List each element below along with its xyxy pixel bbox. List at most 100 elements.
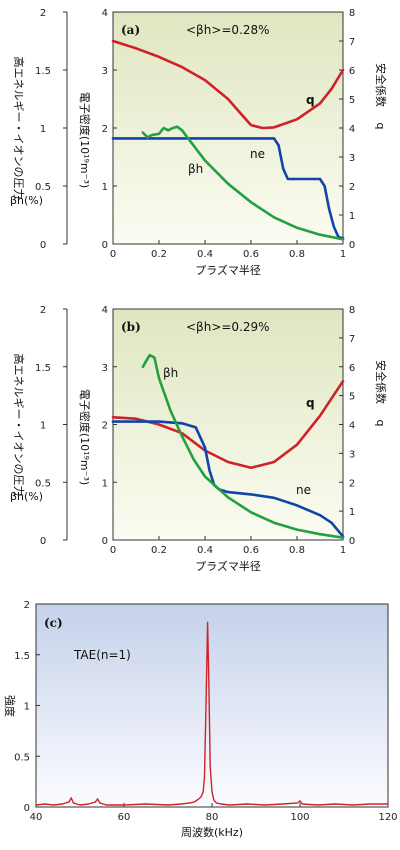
right-tick-label: 3 (349, 449, 355, 460)
x-axis-title-c: 周波数(kHz) (181, 826, 243, 839)
mid-tick-label: 2 (102, 124, 108, 135)
x-tick-label: 1 (340, 545, 346, 556)
mid-tick-label: 4 (102, 305, 108, 316)
y-tick-label: 2 (24, 600, 30, 611)
left-tick-label: 1.5 (35, 363, 51, 374)
right-tick-label: 3 (349, 153, 355, 164)
x-tick-label: 0.4 (197, 545, 213, 556)
left-tick-label: 0 (40, 240, 46, 251)
x-tick-label: 100 (290, 812, 309, 823)
left-tick-label: 2 (40, 8, 46, 19)
mid-ticks-a: 0 1 2 3 4 (102, 8, 117, 251)
left-ticks-a: 0 0.5 1 1.5 2 (35, 8, 67, 251)
right-tick-label: 1 (349, 211, 355, 222)
x-ticks-b: 0 0.2 0.4 0.6 0.8 1 (110, 536, 346, 556)
right-tick-label: 2 (349, 478, 355, 489)
y-tick-label: 0.5 (14, 752, 30, 763)
left-tick-label: 0.5 (35, 182, 51, 193)
right-tick-label: 5 (349, 392, 355, 403)
series-line-beta-h (141, 353, 345, 540)
curves-c (35, 621, 389, 806)
series-label-ne-a: ne (250, 147, 265, 161)
right-tick-label: 4 (349, 124, 355, 135)
mid-tick-label: 1 (102, 182, 108, 193)
right-tick-label: 6 (349, 363, 355, 374)
mid-tick-label: 3 (102, 66, 108, 77)
annotation-c: TAE(n=1) (73, 648, 131, 662)
plot-area-a (112, 11, 344, 245)
mid-tick-label: 4 (102, 8, 108, 19)
series-label-q-a: q (306, 93, 315, 107)
mid-tick-label: 0 (102, 240, 108, 251)
right-ticks-b: 0 1 2 3 4 5 6 7 8 (339, 305, 355, 547)
x-tick-label: 0.8 (289, 545, 305, 556)
panel-a: (a) <βh>=0.28% 0 0.2 0.4 0.6 0.8 1 00.511.52 … (10, 8, 388, 277)
right-axis-title-a: 安全係数 (374, 63, 388, 107)
left-tick-label: 2 (40, 305, 46, 316)
mid-tick-label: 2 (102, 421, 108, 432)
left-tick-label: 1 (40, 124, 46, 135)
mid-tick-label: 3 (102, 363, 108, 374)
right-tick-label: 1 (349, 507, 355, 518)
x-tick-label: 60 (118, 812, 131, 823)
right-tick-label: 7 (349, 334, 355, 345)
series-line-ne (111, 137, 345, 240)
x-tick-label: 1 (340, 249, 346, 260)
plot-area-c (35, 603, 389, 808)
x-tick-label: 0.6 (243, 249, 259, 260)
middle-axis-title-a: 電子密度(10¹⁹m⁻³) (78, 92, 92, 188)
series-line-q (111, 39, 345, 130)
left-tick-label: 1 (40, 421, 46, 432)
left-axis-title-a: 高エネルギー・イオンの圧力 (12, 57, 26, 200)
series-line-beta-h (141, 125, 345, 241)
right-tick-label: 4 (349, 421, 355, 432)
right-tick-label: 0 (349, 536, 355, 547)
series-label-beta-b: βh (163, 366, 178, 380)
y-ticks-c: 0 0.5 1 1.5 2 (14, 600, 40, 814)
x-axis-title-b: プラズマ半径 (195, 559, 261, 573)
left-tick-label: 1.5 (35, 66, 51, 77)
x-ticks-c: 40 60 80 100 120 (30, 803, 398, 823)
y-tick-label: 1 (24, 702, 30, 713)
curves-b (111, 353, 345, 540)
left-ticks-b: 0 0.5 1 1.5 2 (35, 305, 67, 547)
annotation-b: <βh>=0.29% (186, 320, 270, 334)
curves-a (111, 39, 345, 241)
x-ticks-a: 0 0.2 0.4 0.6 0.8 1 (110, 240, 346, 260)
y-tick-label: 1.5 (14, 651, 30, 662)
right-tick-label: 8 (349, 305, 355, 316)
right-tick-label: 0 (349, 240, 355, 251)
panel-label-c: (c) (44, 616, 63, 630)
right-axis-subtitle-b: q (374, 420, 387, 427)
x-tick-label: 0.2 (151, 545, 167, 556)
right-tick-label: 7 (349, 37, 355, 48)
x-tick-label: 0 (110, 545, 116, 556)
panel-label-b: (b) (121, 320, 141, 334)
right-tick-label: 5 (349, 95, 355, 106)
left-tick-label: 0 (40, 536, 46, 547)
plot-area-b (112, 308, 344, 541)
x-tick-label: 0 (110, 249, 116, 260)
x-tick-label: 80 (206, 812, 219, 823)
mid-tick-label: 1 (102, 478, 108, 489)
left-axis-title-b: 高エネルギー・イオンの圧力 (12, 354, 26, 497)
x-tick-label: 40 (30, 812, 43, 823)
x-tick-label: 0.4 (197, 249, 213, 260)
x-tick-label: 0.8 (289, 249, 305, 260)
left-tick-label: 0.5 (35, 478, 51, 489)
x-tick-label: 0.6 (243, 545, 259, 556)
panel-label-a: (a) (121, 23, 140, 37)
panel-c: (c) TAE(n=1) 40 60 80 100 120 0 0.5 1 1.5 2 周波数(… (3, 600, 398, 839)
right-tick-label: 8 (349, 8, 355, 19)
series-label-ne-b: ne (296, 483, 311, 497)
right-ticks-a: 0 1 2 3 4 5 6 7 8 (339, 8, 355, 251)
x-tick-label: 120 (378, 812, 397, 823)
y-axis-title-c: 強度 (3, 695, 17, 717)
series-label-beta-a: βh (188, 162, 203, 176)
mid-ticks-b: 0 1 2 3 4 (102, 305, 117, 547)
x-axis-title-a: プラズマ半径 (195, 263, 261, 277)
y-tick-label: 0 (24, 803, 30, 814)
annotation-a: <βh>=0.28% (186, 23, 270, 37)
middle-axis-title-b: 電子密度(10¹⁹m⁻³) (78, 389, 92, 485)
